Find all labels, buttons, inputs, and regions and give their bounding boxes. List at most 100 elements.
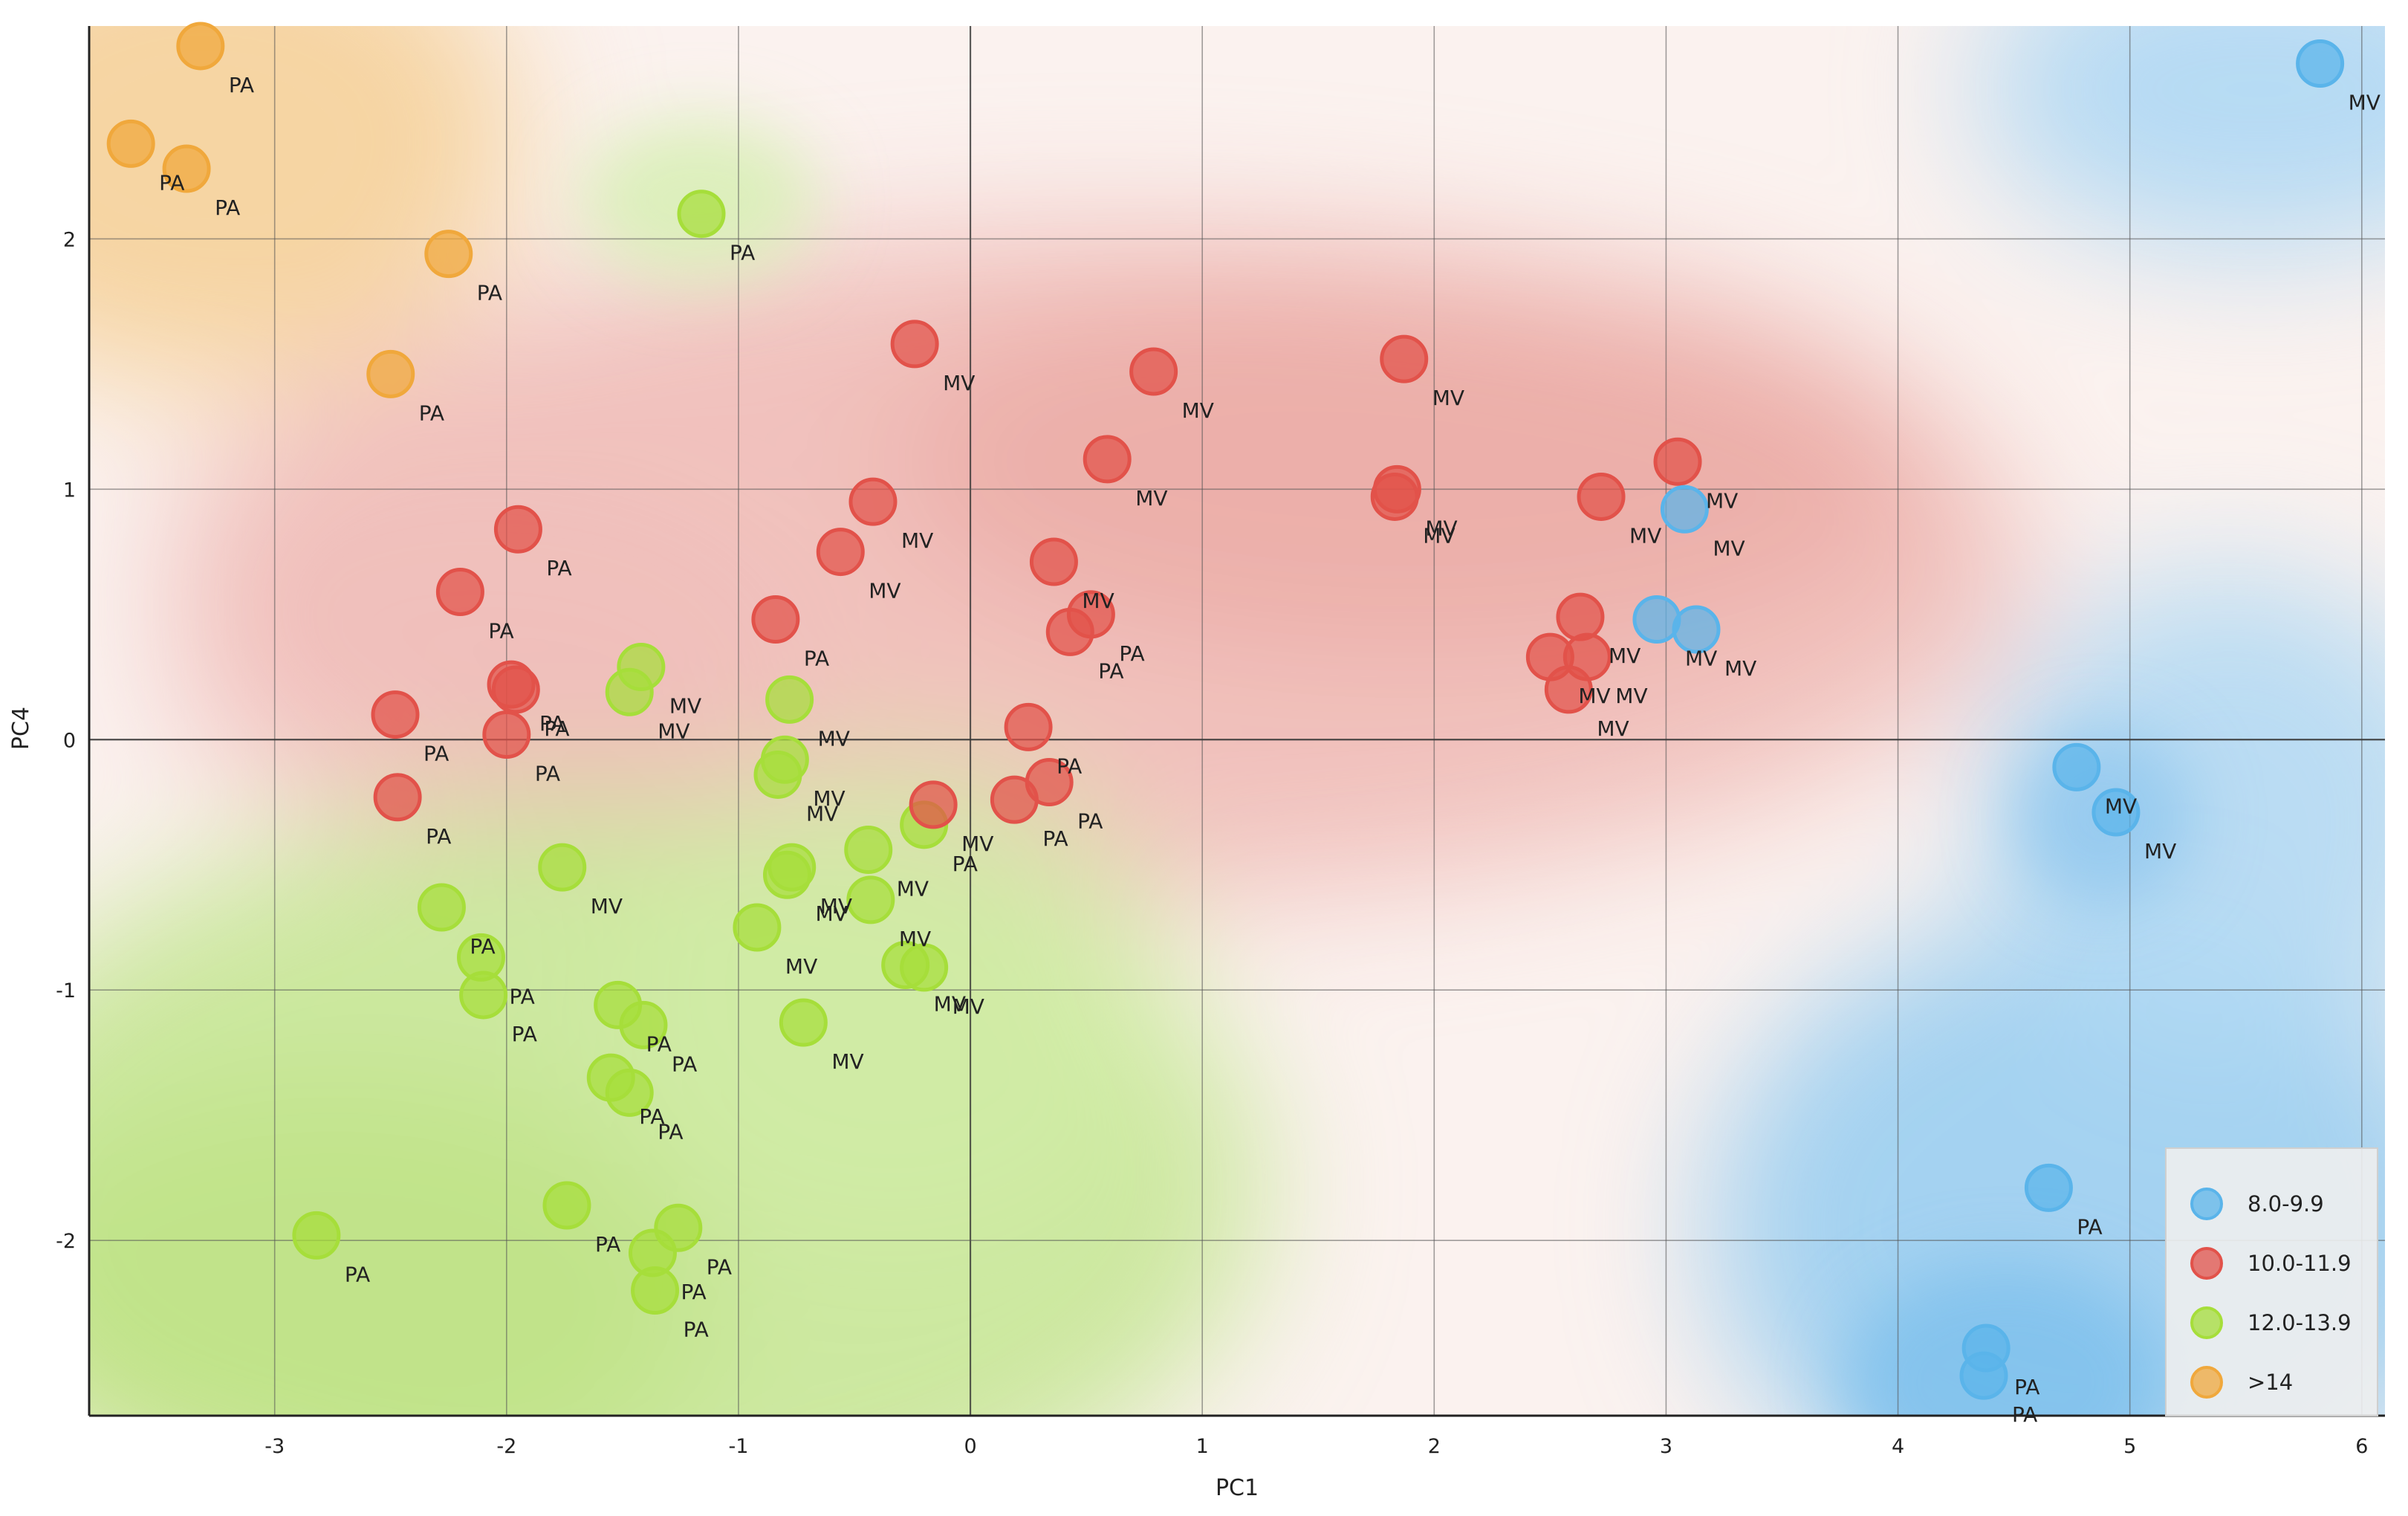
y-axis-title: PC4 bbox=[8, 707, 34, 750]
legend-swatch bbox=[2190, 1247, 2223, 1280]
data-point bbox=[435, 567, 484, 616]
data-point bbox=[1653, 437, 1702, 486]
data-point bbox=[1544, 665, 1593, 714]
data-point bbox=[733, 903, 782, 952]
point-label: PA bbox=[229, 73, 254, 97]
point-label: MV bbox=[1706, 488, 1738, 513]
data-point bbox=[890, 320, 939, 369]
legend-label: 8.0-9.9 bbox=[2248, 1191, 2324, 1217]
point-label: MV bbox=[815, 901, 847, 926]
point-label: PA bbox=[658, 1119, 683, 1144]
point-label: PA bbox=[707, 1254, 732, 1279]
data-point bbox=[844, 826, 893, 875]
point-label: PA bbox=[512, 1022, 537, 1046]
data-point bbox=[1556, 592, 1605, 641]
point-label: PA bbox=[2014, 1375, 2039, 1399]
data-point bbox=[538, 843, 587, 892]
data-point bbox=[631, 1266, 680, 1315]
point-label: MV bbox=[1432, 386, 1464, 410]
point-label: PA bbox=[2077, 1214, 2102, 1239]
point-label: MV bbox=[2105, 794, 2137, 818]
x-tick-label: 6 bbox=[2355, 1435, 2368, 1458]
point-label: MV bbox=[1578, 684, 1610, 708]
data-point bbox=[605, 1068, 654, 1117]
point-label: MV bbox=[1182, 398, 1214, 423]
x-tick-label: 3 bbox=[1660, 1435, 1672, 1458]
point-label: MV bbox=[961, 832, 993, 856]
point-label: PA bbox=[1077, 809, 1103, 834]
data-points bbox=[106, 22, 2345, 1400]
point-label: PA bbox=[345, 1262, 370, 1286]
data-point bbox=[751, 595, 800, 644]
point-label: MV bbox=[1082, 589, 1114, 613]
point-label: PA bbox=[672, 1052, 697, 1076]
point-label: PA bbox=[639, 1104, 664, 1129]
point-label: PA bbox=[535, 762, 560, 786]
y-tick-label: 0 bbox=[63, 729, 76, 752]
data-point bbox=[491, 665, 540, 714]
y-tick-label: -1 bbox=[56, 979, 76, 1002]
data-point bbox=[1129, 347, 1178, 396]
data-point bbox=[753, 750, 802, 799]
point-label: PA bbox=[2012, 1402, 2037, 1427]
point-label: MV bbox=[658, 719, 689, 743]
data-point bbox=[176, 22, 225, 71]
data-point bbox=[366, 349, 415, 398]
axes: -3 -2 -1 0 1 2 3 4 5 6 -2 -1 0 1 2 bbox=[56, 26, 2385, 1458]
point-label: MV bbox=[869, 579, 900, 603]
data-point bbox=[605, 667, 654, 716]
data-point bbox=[417, 883, 466, 932]
data-point bbox=[779, 998, 828, 1047]
point-label: PA bbox=[509, 984, 534, 1008]
y-tick-label: 2 bbox=[63, 228, 76, 251]
data-point bbox=[1380, 334, 1429, 383]
point-label: MV bbox=[943, 371, 975, 395]
data-point bbox=[459, 971, 508, 1020]
point-label: MV bbox=[806, 801, 838, 826]
point-label: PA bbox=[419, 401, 444, 425]
data-point bbox=[1577, 472, 1626, 521]
data-point bbox=[1660, 485, 1709, 534]
legend-label: 10.0-11.9 bbox=[2248, 1251, 2352, 1276]
legend-label: 12.0-13.9 bbox=[2248, 1310, 2352, 1335]
data-point bbox=[424, 230, 473, 279]
point-label: MV bbox=[813, 786, 845, 811]
data-point bbox=[162, 144, 211, 193]
point-label: MV bbox=[1425, 516, 1457, 540]
point-label: MV bbox=[899, 927, 931, 951]
point-label: MV bbox=[1713, 536, 1745, 560]
data-point bbox=[106, 119, 155, 168]
legend-swatch bbox=[2190, 1188, 2223, 1220]
point-label: MV bbox=[1423, 523, 1455, 548]
point-label: PA bbox=[595, 1232, 620, 1257]
data-point bbox=[2091, 788, 2141, 837]
point-label: PA bbox=[215, 195, 240, 220]
data-point bbox=[1083, 435, 1132, 484]
legend-label: >14 bbox=[2248, 1370, 2293, 1395]
point-label: PA bbox=[684, 1318, 709, 1342]
data-point bbox=[373, 773, 422, 822]
data-point bbox=[677, 190, 726, 239]
legend: 8.0-9.9 10.0-11.9 12.0-13.9 >14 bbox=[2165, 1147, 2378, 1416]
point-label: PA bbox=[681, 1280, 706, 1304]
point-label: MV bbox=[1724, 656, 1756, 681]
point-label: PA bbox=[159, 170, 184, 195]
data-point bbox=[1959, 1351, 2008, 1400]
point-label: PA bbox=[546, 556, 571, 580]
data-point bbox=[1632, 595, 1681, 644]
data-point bbox=[619, 1000, 668, 1049]
point-label: MV bbox=[1609, 644, 1641, 668]
legend-swatch bbox=[2190, 1306, 2223, 1339]
point-label: PA bbox=[953, 852, 978, 876]
point-label: PA bbox=[804, 647, 829, 671]
data-point bbox=[2052, 742, 2101, 791]
point-label: MV bbox=[2144, 839, 2176, 864]
data-point bbox=[816, 528, 865, 577]
point-label: MV bbox=[818, 726, 850, 751]
point-label: MV bbox=[1135, 486, 1167, 511]
point-label: MV bbox=[1615, 684, 1647, 708]
point-label: PA bbox=[477, 281, 502, 305]
data-point bbox=[1672, 605, 1721, 654]
data-point bbox=[493, 505, 542, 554]
